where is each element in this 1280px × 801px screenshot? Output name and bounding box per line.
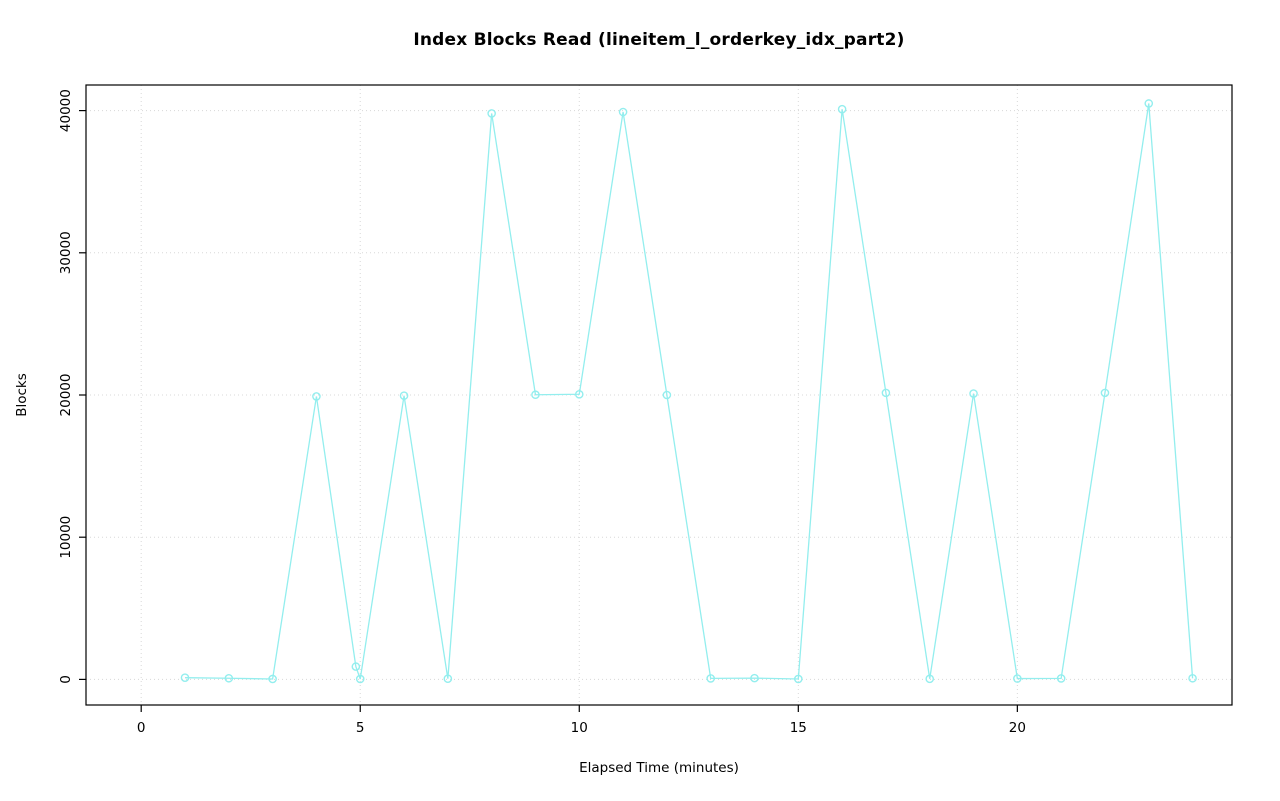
data-point [662, 390, 672, 400]
data-point [1100, 388, 1110, 398]
data-point [399, 391, 409, 401]
data-point [443, 674, 453, 683]
y-axis-ticks: 0 10000 20000 30000 40000 [58, 89, 86, 684]
data-point [355, 674, 365, 684]
data-point [750, 673, 759, 683]
x-axis-label: Elapsed Time (minutes) [579, 760, 739, 776]
data-point [1013, 674, 1022, 683]
data-point [837, 104, 847, 114]
data-point [618, 107, 628, 117]
data-series [180, 99, 1197, 684]
y-tick-label: 40000 [58, 89, 74, 132]
y-tick-label: 10000 [58, 516, 74, 559]
series-line [184, 103, 1194, 680]
data-point [925, 674, 935, 684]
x-tick-label: 5 [356, 720, 365, 736]
data-point [706, 674, 715, 683]
data-point [180, 673, 190, 682]
data-point [881, 388, 891, 398]
data-point [312, 392, 321, 401]
x-tick-label: 15 [790, 720, 807, 736]
data-point [487, 109, 496, 118]
data-point [224, 673, 234, 683]
x-tick-label: 0 [137, 720, 146, 736]
data-point [574, 389, 584, 399]
x-axis-ticks: 0 5 10 15 20 [137, 705, 1026, 736]
gridlines [86, 85, 1232, 705]
x-tick-label: 10 [571, 720, 588, 736]
data-point [531, 390, 540, 400]
data-point [794, 674, 803, 684]
y-tick-label: 20000 [58, 374, 74, 417]
data-point [1056, 674, 1066, 683]
chart-title: Index Blocks Read (lineitem_l_orderkey_i… [413, 30, 905, 50]
data-point [268, 674, 277, 684]
data-point [1188, 673, 1197, 683]
x-tick-label: 20 [1009, 720, 1026, 736]
y-tick-label: 0 [58, 675, 74, 684]
data-point [969, 389, 978, 398]
data-point [351, 662, 361, 671]
data-point [1144, 99, 1154, 108]
y-tick-label: 30000 [58, 231, 74, 274]
